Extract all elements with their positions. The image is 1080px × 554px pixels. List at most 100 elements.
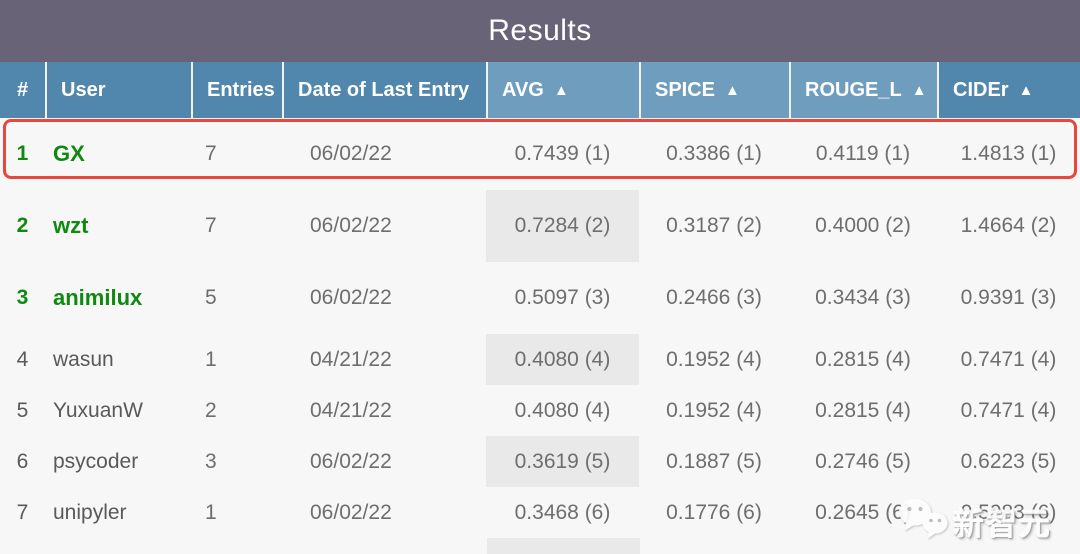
cell-cider-text: 0.7471 (4)	[960, 398, 1057, 422]
cell-cider: 0.9391 (3)	[937, 262, 1080, 334]
cell-date-text: 04/21/22	[310, 398, 392, 422]
cell-date-text: 06/02/22	[310, 500, 392, 524]
cell-user[interactable]: wzt	[45, 190, 191, 262]
cell-rouge-l-text: 0.2645 (6)	[815, 500, 911, 524]
cell-user-text[interactable]: animilux	[53, 285, 143, 310]
table-row: 1 GX 7 06/02/22 0.7439 (1) 0.3386 (1) 0.4119 (…	[0, 118, 1080, 190]
cell-rouge-l-text: 0.4119 (1)	[815, 142, 911, 165]
cell-entries: 1	[191, 334, 282, 385]
cell-rank-text: 7	[16, 500, 29, 524]
cell-rank-text: 5	[16, 398, 29, 422]
cell-rank: 1	[0, 118, 45, 190]
cell-date-text: 06/02/22	[310, 449, 392, 473]
cell-avg: 0.4080 (4)	[486, 334, 639, 385]
sort-asc-icon: ▲	[1018, 81, 1034, 99]
cell-avg-text: 0.5097 (3)	[514, 286, 611, 309]
cell-date-text: 06/02/22	[310, 214, 392, 237]
cell-avg-text: 0.4080 (4)	[514, 398, 611, 422]
cell-cider-text: 0.9391 (3)	[960, 286, 1057, 309]
column-label: SPICE	[655, 78, 716, 101]
cell-avg: 0.5097 (3)	[486, 262, 639, 334]
cell-rank: 2	[0, 190, 45, 262]
cell-avg: 0.7439 (1)	[486, 118, 639, 190]
column-header-rouge-l[interactable]: ROUGE_L ▲	[789, 62, 937, 118]
cell-rouge-l: 0.2815 (4)	[789, 334, 937, 385]
cell-entries: 2	[191, 385, 282, 436]
column-header-date: Date of Last Entry	[282, 62, 486, 118]
cell-spice: 0.3187 (2)	[639, 190, 789, 262]
cell-date-text: 04/21/22	[310, 347, 392, 371]
cell-rank-text: 3	[16, 286, 29, 309]
cell-rouge-l-text: 0.2815 (4)	[815, 398, 911, 422]
cell-cider-text: 0.5983 (6)	[960, 500, 1057, 524]
cell-rank-text: 6	[16, 449, 29, 473]
cell-cider: 1.4664 (2)	[937, 190, 1080, 262]
cell-rank: 6	[0, 436, 45, 487]
cell-cider-text: 0.7471 (4)	[960, 347, 1057, 371]
sort-asc-icon: ▲	[553, 81, 569, 99]
cell-rouge-l-text: 0.2746 (5)	[815, 449, 911, 473]
cell-rouge-l-text: 0.2815 (4)	[815, 347, 911, 371]
table-row: 5 YuxuanW 2 04/21/22 0.4080 (4) 0.1952 (4) 0.2…	[0, 385, 1080, 436]
cell-avg: 0.7284 (2)	[486, 190, 639, 262]
cell-avg-text: 0.7284 (2)	[514, 214, 611, 237]
cell-cider: 0.6223 (5)	[937, 436, 1080, 487]
table-row: 3 animilux 5 06/02/22 0.5097 (3) 0.2466 (3) 0.…	[0, 262, 1080, 334]
cell-rouge-l: 0.2645 (6)	[789, 487, 937, 538]
cell-cider-text: 1.4813 (1)	[960, 142, 1057, 165]
cell-avg: 0.3619 (5)	[486, 436, 639, 487]
cell-spice: 0.2466 (3)	[639, 262, 789, 334]
cell-entries: 1	[191, 487, 282, 538]
cell-user-text: wasun	[53, 347, 114, 371]
cell-spice-text: 0.1887 (5)	[666, 449, 762, 473]
cell-rouge-l: 0.4000 (2)	[789, 190, 937, 262]
cell-user[interactable]: animilux	[45, 262, 191, 334]
next-row-avg-stripe-partial	[487, 538, 640, 554]
cell-rank-text: 4	[16, 347, 29, 371]
cell-entries-text: 1	[205, 347, 217, 371]
cell-rank: 5	[0, 385, 45, 436]
column-header-entries: Entries	[191, 62, 282, 118]
cell-user-text: unipyler	[53, 500, 127, 524]
cell-spice-text: 0.1776 (6)	[666, 500, 762, 524]
cell-entries-text: 7	[205, 142, 217, 165]
cell-user-text: psycoder	[53, 449, 139, 473]
cell-rank-text: 1	[16, 142, 29, 165]
cell-rank: 3	[0, 262, 45, 334]
cell-date: 04/21/22	[282, 334, 486, 385]
cell-user-text[interactable]: GX	[53, 141, 85, 166]
cell-user: wasun	[45, 334, 191, 385]
column-label: Entries	[207, 78, 275, 101]
cell-user: YuxuanW	[45, 385, 191, 436]
column-header-cider[interactable]: CIDEr ▲	[937, 62, 1080, 118]
column-header-spice[interactable]: SPICE ▲	[639, 62, 789, 118]
cell-user[interactable]: GX	[45, 118, 191, 190]
wechat-icon	[897, 495, 949, 548]
cell-entries-text: 5	[205, 286, 217, 309]
cell-user-text: YuxuanW	[53, 398, 143, 422]
cell-rouge-l: 0.3434 (3)	[789, 262, 937, 334]
column-label: CIDEr	[953, 78, 1009, 101]
cell-spice: 0.3386 (1)	[639, 118, 789, 190]
column-header-avg[interactable]: AVG ▲	[486, 62, 639, 118]
cell-rank: 7	[0, 487, 45, 538]
cell-entries-text: 7	[205, 214, 217, 237]
cell-date-text: 06/02/22	[310, 142, 392, 165]
table-row: 4 wasun 1 04/21/22 0.4080 (4) 0.1952 (4) 0.281…	[0, 334, 1080, 385]
column-label: User	[61, 78, 106, 101]
cell-avg: 0.4080 (4)	[486, 385, 639, 436]
cell-spice: 0.1887 (5)	[639, 436, 789, 487]
watermark-label: 新智元	[953, 507, 1052, 542]
cell-rank: 4	[0, 334, 45, 385]
cell-avg-text: 0.3619 (5)	[514, 449, 611, 473]
cell-cider-text: 1.4664 (2)	[960, 214, 1057, 237]
cell-rouge-l-text: 0.4000 (2)	[815, 214, 911, 237]
cell-rouge-l: 0.4119 (1)	[789, 118, 937, 190]
cell-spice: 0.1952 (4)	[639, 334, 789, 385]
cell-avg-text: 0.7439 (1)	[514, 142, 611, 165]
cell-entries-text: 3	[205, 449, 217, 473]
cell-rouge-l: 0.2815 (4)	[789, 385, 937, 436]
cell-user-text[interactable]: wzt	[53, 213, 89, 238]
sort-asc-icon: ▲	[911, 81, 927, 99]
